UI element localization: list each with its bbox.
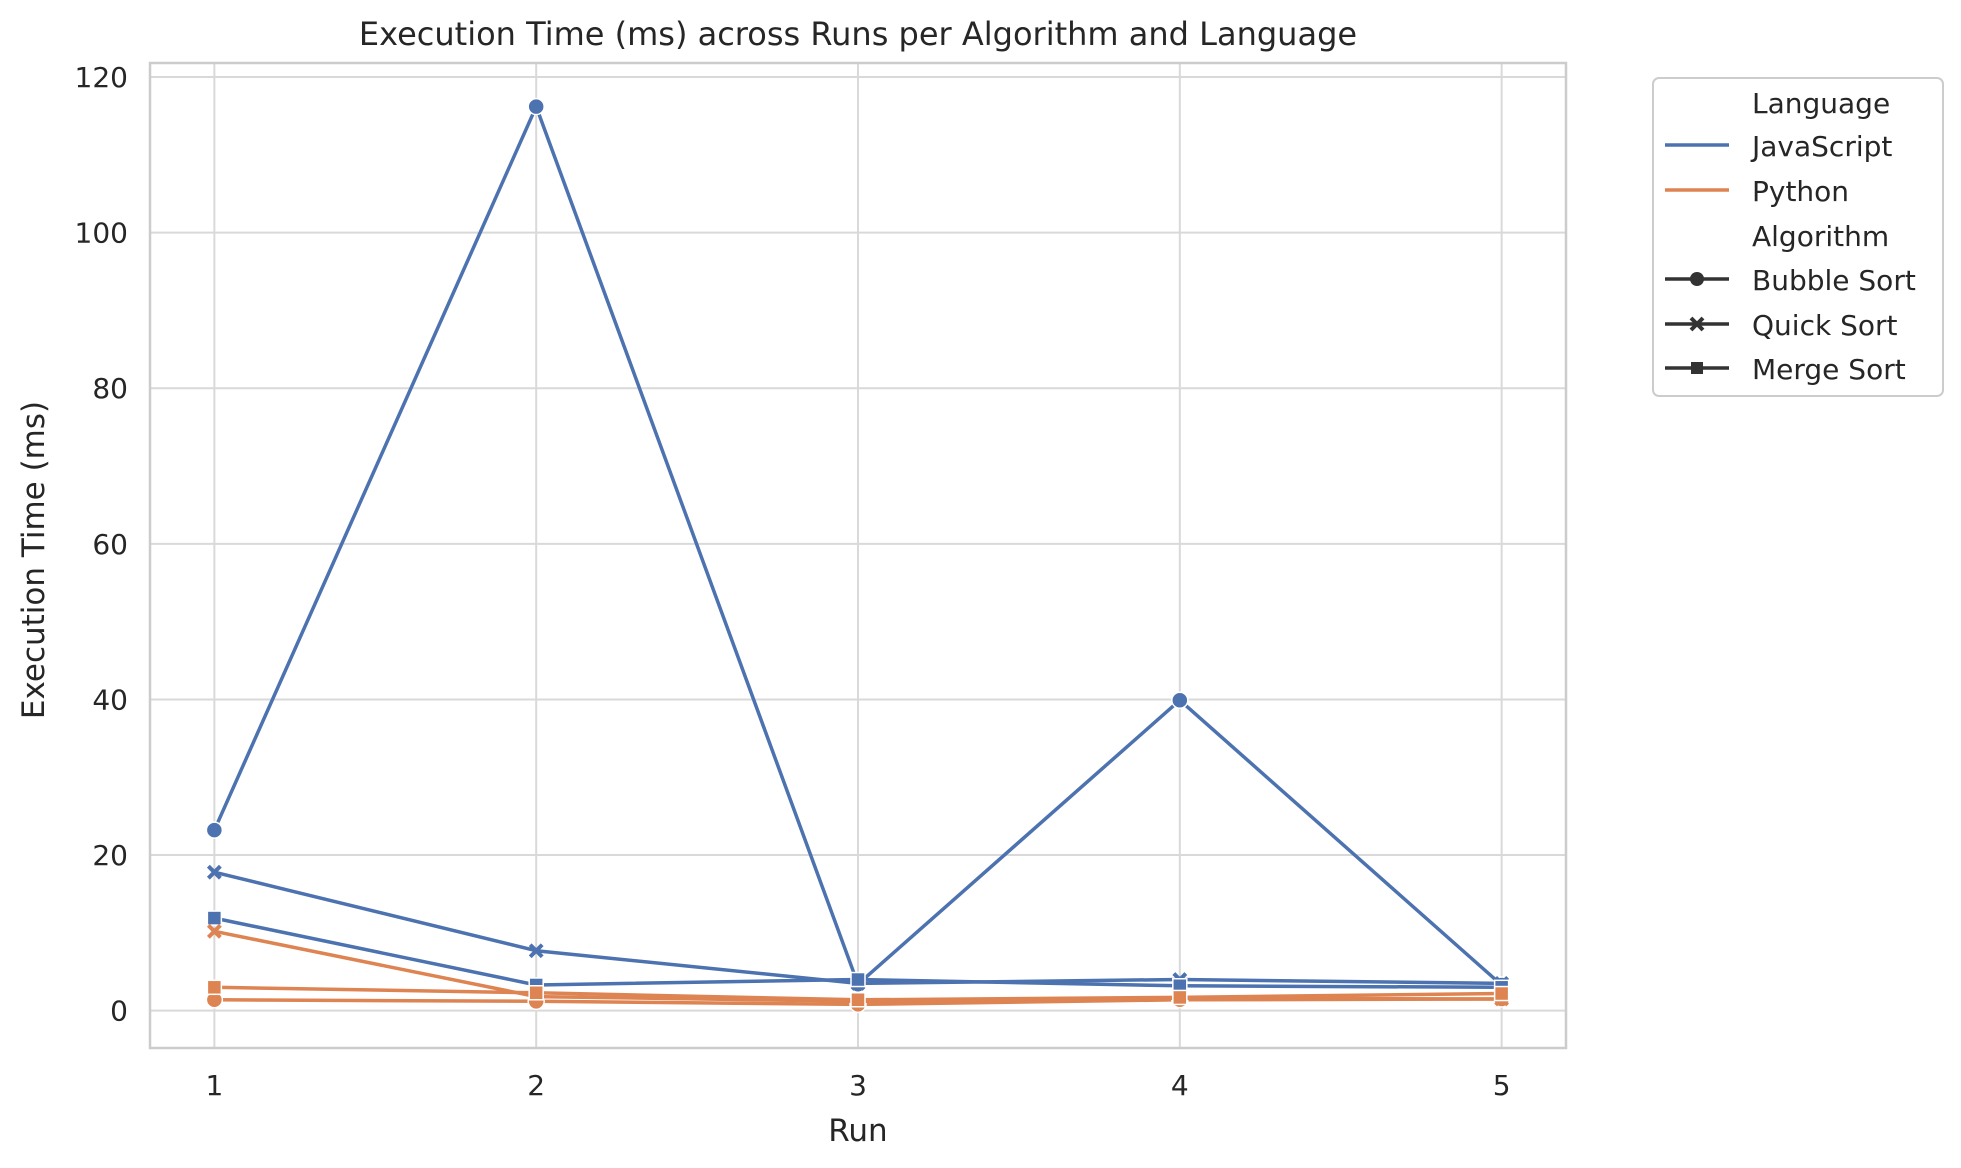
data-point-circle: [205, 821, 224, 839]
data-point-x: [206, 923, 222, 939]
legend-label-javascript: JavaScript: [1750, 130, 1892, 163]
plot-frame: [148, 61, 1568, 1050]
x-tick-label: 1: [205, 1069, 223, 1102]
series-python-merge-sort: [206, 979, 1510, 1008]
data-point-square: [528, 985, 544, 1001]
legend-label-python: Python: [1752, 175, 1849, 208]
series-lines: [205, 97, 1511, 1014]
data-point-square: [206, 910, 223, 926]
y-axis-title: Execution Time (ms): [16, 401, 52, 719]
legend-marker-x: [1689, 316, 1705, 332]
data-point-square: [850, 971, 866, 988]
y-tick-label: 40: [92, 683, 128, 716]
legend-marker-square: [1691, 362, 1703, 374]
data-point-square: [1493, 985, 1510, 1002]
legend-box: [1652, 77, 1944, 397]
x-tick-label: 5: [1493, 1069, 1511, 1102]
x-tick-label: 2: [527, 1069, 545, 1102]
y-tick-label: 0: [110, 995, 128, 1028]
data-point-square: [850, 992, 866, 1008]
legend-label-merge-sort: Merge Sort: [1752, 353, 1906, 386]
legend-marker-circle: [1690, 272, 1704, 286]
y-tick-label: 100: [75, 217, 128, 250]
legend: Language JavaScript Python Algorithm Bub…: [1652, 77, 1944, 397]
axis-ticks: 0 20 40 60 80 100 120 1 2 3 4 5: [75, 61, 1511, 1102]
data-point-square: [206, 979, 223, 996]
data-point-square: [1172, 989, 1188, 1006]
y-tick-label: 20: [92, 839, 128, 872]
grid: [150, 63, 1566, 1048]
legend-label-quick-sort: Quick Sort: [1752, 309, 1897, 342]
x-tick-label: 4: [1171, 1069, 1189, 1102]
legend-title-language: Language: [1752, 87, 1890, 120]
data-point-x: [528, 943, 544, 959]
chart-title: Execution Time (ms) across Runs per Algo…: [359, 15, 1357, 53]
y-tick-label: 120: [75, 61, 128, 94]
x-tick-label: 3: [849, 1069, 867, 1102]
y-tick-label: 80: [92, 372, 128, 405]
data-point-circle: [527, 97, 545, 116]
legend-label-bubble-sort: Bubble Sort: [1752, 264, 1916, 297]
y-tick-label: 60: [92, 528, 128, 561]
data-point-circle: [1171, 691, 1189, 709]
legend-title-algorithm: Algorithm: [1752, 220, 1889, 253]
data-point-x: [206, 864, 222, 880]
x-axis-title: Run: [828, 1113, 887, 1149]
